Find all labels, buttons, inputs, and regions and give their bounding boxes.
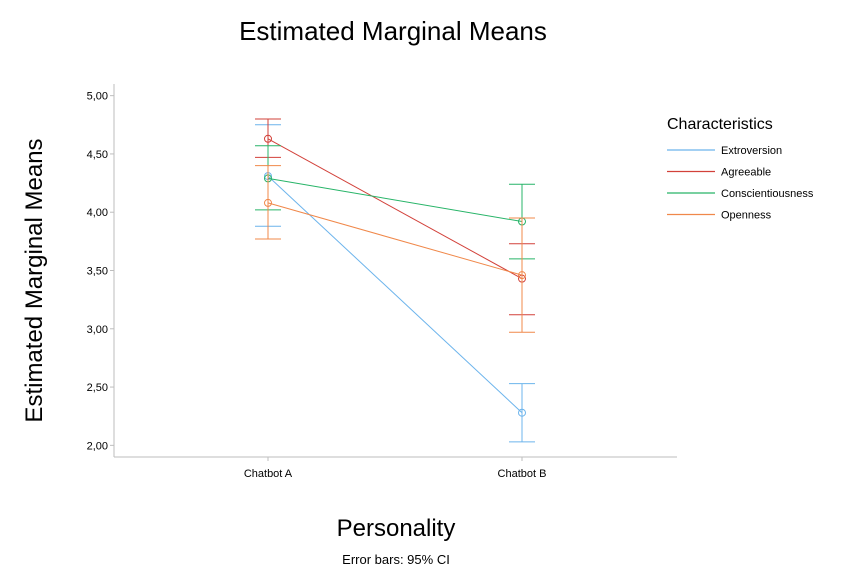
- chart-title: Estimated Marginal Means: [239, 16, 547, 46]
- legend-item-openness: Openness: [667, 210, 772, 222]
- series-line: [267, 202, 523, 276]
- legend-label: Extroversion: [721, 145, 782, 157]
- legend-item-agreeable: Agreeable: [667, 167, 771, 179]
- legend-items: Extroversion Agreeable Conscientiousness Op…: [667, 145, 814, 222]
- legend: Characteristics Extroversion Agreeable Con…: [667, 116, 814, 222]
- x-axis-ticks: Chatbot A Chatbot B: [244, 457, 547, 480]
- series-line: [267, 177, 523, 223]
- y-tick-label: 5,00: [87, 91, 108, 103]
- data-point: [518, 271, 526, 280]
- series-openness: [255, 165, 535, 333]
- series-layer: [255, 118, 535, 443]
- legend-item-extroversion: Extroversion: [667, 145, 782, 157]
- data-point: [264, 198, 272, 207]
- data-point: [518, 408, 526, 417]
- legend-label: Conscientiousness: [721, 188, 814, 200]
- x-tick-label: Chatbot B: [498, 468, 547, 480]
- series-line: [267, 175, 523, 414]
- x-tick-label: Chatbot A: [244, 468, 293, 480]
- legend-title: Characteristics: [667, 116, 773, 133]
- series-line: [267, 138, 523, 280]
- legend-label: Openness: [721, 210, 772, 222]
- error-bar-caption: Error bars: 95% CI: [342, 552, 450, 567]
- y-axis-ticks: 2,00 2,50 3,00 3,50 4,00 4,50 5,00: [87, 91, 114, 452]
- series-extroversion: [255, 124, 535, 443]
- y-tick-label: 3,00: [87, 324, 108, 336]
- y-tick-label: 2,00: [87, 440, 108, 452]
- legend-label: Agreeable: [721, 167, 771, 179]
- series-conscientiousness: [255, 145, 535, 260]
- y-tick-label: 4,00: [87, 207, 108, 219]
- data-point: [264, 134, 272, 143]
- legend-item-conscientiousness: Conscientiousness: [667, 188, 814, 200]
- y-tick-label: 4,50: [87, 149, 108, 161]
- y-axis-title: Estimated Marginal Means: [21, 138, 48, 422]
- y-tick-label: 2,50: [87, 382, 108, 394]
- x-axis-title: Personality: [337, 515, 456, 542]
- y-tick-label: 3,50: [87, 266, 108, 278]
